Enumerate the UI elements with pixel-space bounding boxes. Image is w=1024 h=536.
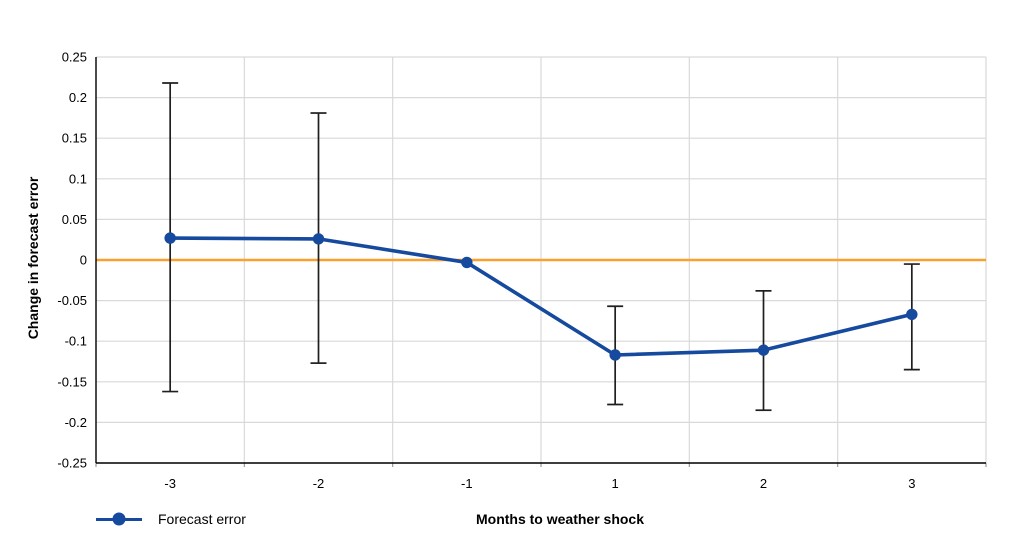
series-line <box>168 236 914 357</box>
data-point-marker <box>609 349 621 361</box>
data-point-marker <box>757 344 770 356</box>
y-axis-title: Change in forecast error <box>25 176 41 340</box>
data-point-marker <box>906 308 918 321</box>
data-point-marker <box>461 256 473 269</box>
y-tick-label: 0.25 <box>62 50 87 65</box>
y-tick-label: -0.1 <box>65 334 87 349</box>
y-tick-label: 0.2 <box>69 90 87 105</box>
x-axis-title: Months to weather shock <box>475 511 645 527</box>
y-tick-label: 0.15 <box>62 131 87 146</box>
y-tick-label: 0.05 <box>62 212 87 227</box>
y-tick-label: 0.1 <box>69 171 87 186</box>
legend-label: Forecast error <box>158 511 246 527</box>
legend-series-marker-icon <box>96 512 142 526</box>
y-tick-label: -0.2 <box>65 415 87 430</box>
x-tick-label: 1 <box>612 476 619 491</box>
legend: Forecast error <box>96 510 246 528</box>
x-tick-label: -3 <box>164 476 176 491</box>
x-tick-label: 3 <box>908 476 915 491</box>
x-tick-label: 2 <box>760 476 767 491</box>
data-point-marker <box>312 233 325 245</box>
legend-dot-swatch <box>112 512 126 526</box>
y-tick-label: -0.25 <box>57 456 87 471</box>
y-tick-label: 0 <box>80 253 87 268</box>
data-point-marker <box>164 232 176 244</box>
x-tick-label: -1 <box>461 476 473 491</box>
x-tick-label: -2 <box>313 476 325 491</box>
y-tick-label: -0.15 <box>57 374 87 389</box>
y-tick-label: -0.05 <box>57 293 87 308</box>
